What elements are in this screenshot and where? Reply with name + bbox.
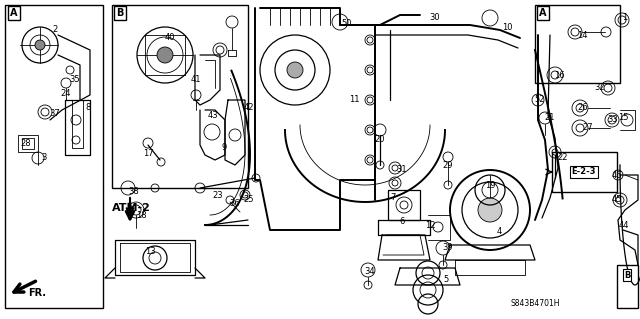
Text: 37: 37 [50, 108, 60, 117]
Text: 2: 2 [52, 26, 58, 34]
Text: S843B4701H: S843B4701H [510, 299, 560, 308]
Text: 34: 34 [365, 266, 375, 276]
Circle shape [287, 62, 303, 78]
Text: ATM-2: ATM-2 [111, 203, 150, 213]
Text: 16: 16 [554, 71, 564, 80]
Text: 5: 5 [444, 276, 449, 285]
Text: 31: 31 [397, 166, 407, 174]
Text: 35: 35 [70, 76, 80, 85]
Text: B: B [624, 271, 630, 279]
Text: 38: 38 [129, 188, 140, 197]
Bar [22, 138, 34, 149]
Text: 24: 24 [61, 90, 71, 99]
Circle shape [35, 40, 45, 50]
Text: 26: 26 [578, 103, 588, 113]
Text: 7: 7 [390, 192, 396, 202]
Text: E-2-3: E-2-3 [572, 167, 596, 176]
Text: FR.: FR. [28, 288, 46, 298]
Text: 25: 25 [244, 196, 254, 204]
Text: 42: 42 [244, 102, 254, 112]
Text: 45: 45 [612, 196, 622, 204]
Text: 27: 27 [582, 123, 593, 132]
Circle shape [478, 198, 502, 222]
Text: 41: 41 [191, 76, 201, 85]
Text: 32: 32 [595, 84, 605, 93]
Text: 13: 13 [145, 248, 156, 256]
Text: 43: 43 [208, 110, 218, 120]
Circle shape [157, 47, 173, 63]
Text: 21: 21 [545, 114, 556, 122]
Text: 20: 20 [375, 136, 385, 145]
Text: 28: 28 [20, 138, 31, 147]
Text: 3: 3 [42, 153, 47, 162]
Text: 19: 19 [484, 181, 495, 189]
Bar [617, 265, 638, 308]
Text: 29: 29 [443, 160, 453, 169]
Text: 14: 14 [577, 31, 588, 40]
Text: 50: 50 [342, 19, 352, 28]
Bar [552, 152, 617, 192]
Text: 9: 9 [221, 144, 227, 152]
Text: A: A [10, 8, 18, 18]
Text: 15: 15 [618, 114, 628, 122]
Text: 8: 8 [85, 103, 91, 113]
Text: 4: 4 [497, 227, 502, 236]
Bar [5, 5, 103, 308]
Text: 17: 17 [143, 149, 154, 158]
Text: 23: 23 [212, 190, 223, 199]
Text: 36: 36 [230, 198, 241, 207]
Text: B: B [116, 8, 124, 18]
Text: 33: 33 [607, 115, 618, 124]
Text: 40: 40 [164, 33, 175, 41]
Text: 52: 52 [535, 95, 545, 105]
Bar [18, 135, 38, 152]
Text: 46: 46 [612, 170, 622, 180]
Text: 39: 39 [443, 243, 453, 253]
Bar [535, 5, 620, 83]
Text: 22: 22 [557, 152, 568, 161]
Text: 6: 6 [399, 218, 404, 226]
Text: 30: 30 [429, 13, 440, 23]
Text: 1: 1 [622, 13, 628, 23]
Text: 18: 18 [136, 211, 147, 220]
Text: 12: 12 [425, 221, 435, 231]
Text: 11: 11 [349, 95, 359, 105]
Text: 10: 10 [502, 23, 512, 32]
Bar [112, 5, 248, 188]
Text: 44: 44 [619, 220, 629, 229]
Text: A: A [540, 8, 547, 18]
